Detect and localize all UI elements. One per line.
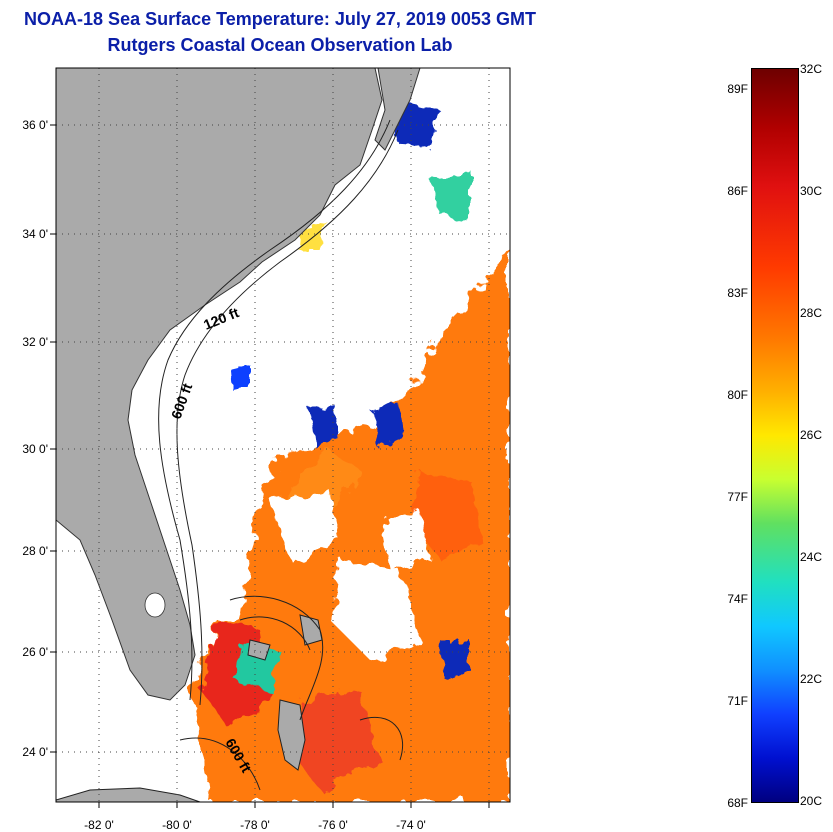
land-mainland — [56, 68, 383, 701]
map-title: NOAA-18 Sea Surface Temperature: July 27… — [24, 9, 536, 29]
colorbar-f-label: 74F — [727, 592, 748, 606]
colorbar-f-label: 86F — [727, 184, 748, 198]
colorbar-f-label: 71F — [727, 694, 748, 708]
colorbar-f-label: 80F — [727, 388, 748, 402]
colorbar-c-label: 20C — [800, 794, 823, 808]
lat-label: 24 0' — [22, 745, 48, 759]
colorbar-f-label: 68F — [727, 796, 748, 810]
temperature-colorbar — [751, 68, 799, 803]
map-frame — [55, 67, 511, 803]
sst-cool-water — [230, 100, 470, 690]
bathymetry-contours — [158, 119, 404, 791]
lat-label: 34 0' — [22, 227, 48, 241]
land-cuba — [56, 787, 201, 802]
lat-label: 32 0' — [22, 335, 48, 349]
colorbar-c-label: 32C — [800, 62, 823, 76]
lon-label: -78 0' — [240, 818, 270, 832]
lat-label: 30 0' — [22, 442, 48, 456]
lon-label: -80 0' — [162, 818, 192, 832]
lat-label: 26 0' — [22, 645, 48, 659]
colorbar-f-label: 83F — [727, 286, 748, 300]
lat-label: 28 0' — [22, 544, 48, 558]
map-grid — [56, 68, 510, 802]
lake-okeechobee — [144, 592, 166, 618]
colorbar-c-label: 26C — [800, 428, 823, 442]
colorbar-c-label: 22C — [800, 672, 823, 686]
colorbar-f-label: 77F — [727, 490, 748, 504]
map-ticks — [50, 124, 490, 808]
colorbar-c-label: 30C — [800, 184, 823, 198]
lon-label: -76 0' — [318, 818, 348, 832]
map-subtitle: Rutgers Coastal Ocean Observation Lab — [107, 35, 453, 55]
lon-label: -74 0' — [396, 818, 426, 832]
colorbar-c-label: 28C — [800, 306, 823, 320]
colorbar-f-label: 89F — [727, 82, 748, 96]
colorbar-c-label: 24C — [800, 550, 823, 564]
lon-label: -82 0' — [84, 818, 114, 832]
cloud-gaps — [205, 490, 430, 660]
lat-label: 36 0' — [22, 118, 48, 132]
